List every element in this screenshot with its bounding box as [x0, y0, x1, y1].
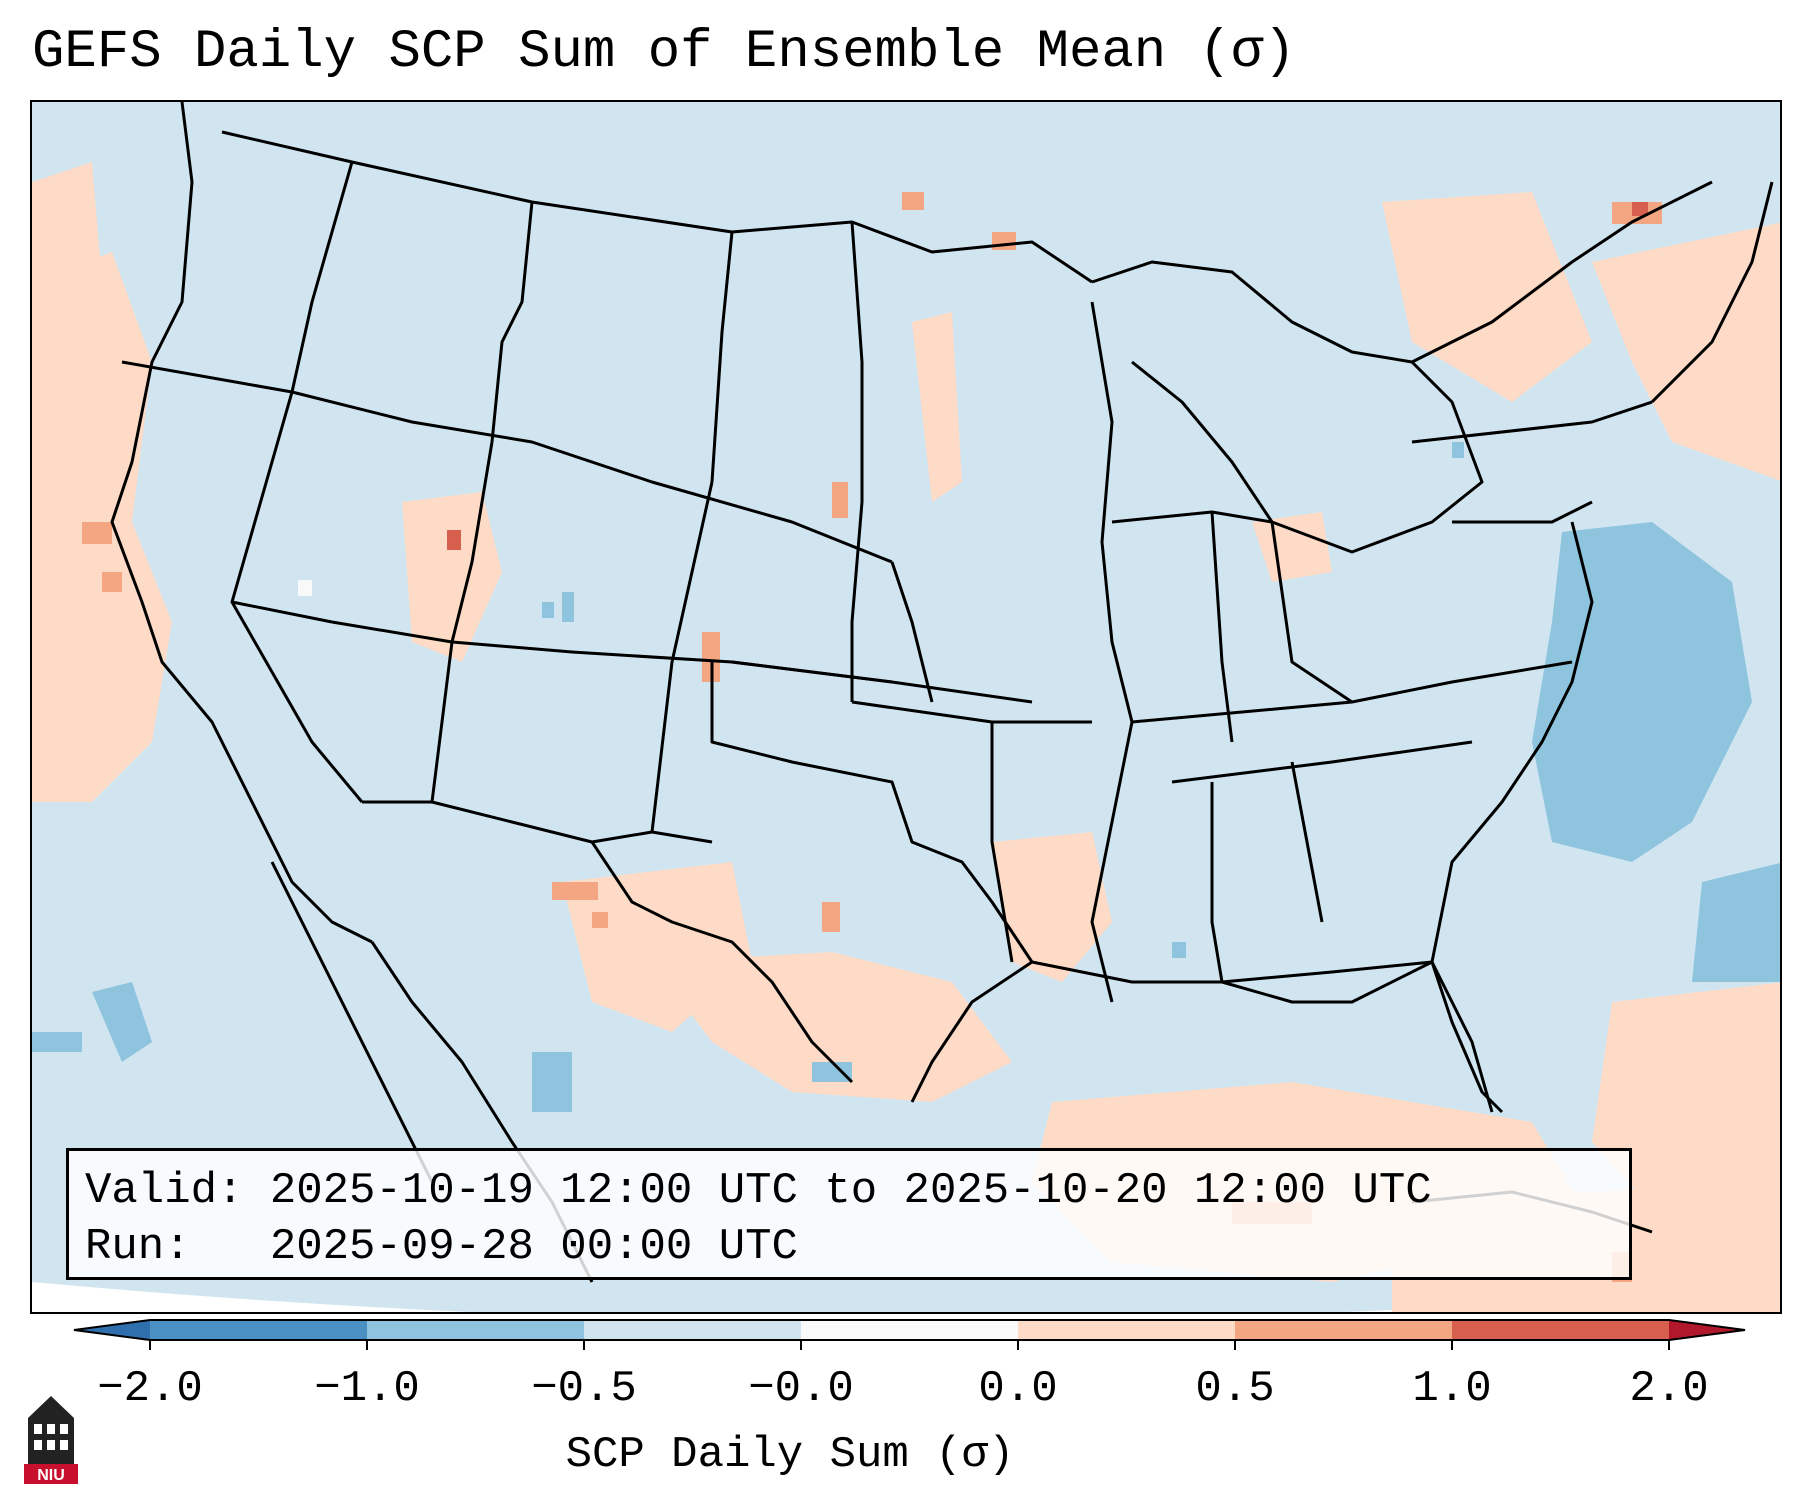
colorbar-bin-5	[1018, 1320, 1235, 1340]
texas-positive-area	[652, 952, 1012, 1102]
midwest-grid-2	[1210, 511, 1234, 743]
central-line-3	[650, 481, 714, 833]
map-panel	[30, 100, 1782, 1314]
university-tower-icon: NIU	[24, 1396, 78, 1484]
central-line-2	[430, 441, 494, 803]
anomaly-cell	[702, 632, 720, 682]
negative-areas	[32, 442, 1780, 1112]
pacific-negative-area	[92, 982, 152, 1062]
texas-border	[710, 662, 1034, 963]
anomaly-cell	[1452, 442, 1464, 458]
colorbar-tick-label: −1.0	[314, 1364, 420, 1414]
plains-grid-4	[990, 722, 1014, 963]
plains-positive-strip	[912, 312, 962, 502]
anomaly-cell	[562, 592, 574, 622]
plains-grid-1	[890, 561, 934, 703]
pacific-positive-strip	[32, 162, 102, 332]
colorbar-extend-high	[1669, 1320, 1745, 1340]
west-coastline	[110, 102, 373, 944]
gulf-coast	[1031, 960, 1433, 1004]
neutral-cell	[298, 580, 312, 596]
scp-map	[32, 102, 1780, 1312]
anomaly-cell	[1172, 942, 1186, 958]
northeast-grid-2	[1452, 500, 1593, 524]
northeast-grid-1	[1411, 400, 1653, 444]
anomaly-cell	[902, 192, 924, 210]
anomaly-cell	[1632, 202, 1648, 216]
northern-tier-line-4	[710, 231, 734, 483]
run-time: 2025-09-28 00:00 UTC	[269, 1222, 798, 1272]
anomaly-cell	[82, 522, 112, 544]
texas-coast	[910, 960, 1033, 1103]
mississippi-river	[1090, 301, 1134, 1003]
central-line-4	[850, 501, 864, 702]
central-line-6	[230, 601, 364, 803]
state-borders	[110, 102, 1774, 1283]
atlantic-positive-area	[1592, 982, 1780, 1232]
colorbar-bin-1	[150, 1320, 367, 1340]
southeast-grid-1	[1171, 740, 1473, 784]
colorbar-extend-low	[74, 1320, 150, 1340]
colorbar-bin-7	[1452, 1320, 1669, 1340]
run-label: Run:	[85, 1222, 191, 1272]
colorbar-tick-label: 2.0	[1629, 1364, 1709, 1414]
atlantic-negative-area-south	[1692, 862, 1780, 982]
colorbar-bin-3	[584, 1320, 801, 1340]
colorbar-bin-2	[367, 1320, 584, 1340]
plains-grid-2	[731, 660, 893, 684]
anomaly-cell	[447, 530, 461, 550]
southeast-grid-2	[1210, 782, 1224, 983]
midwest-grid-4	[1131, 660, 1573, 724]
colorbar-tick-label: 0.0	[978, 1364, 1058, 1414]
colorbar	[73, 1319, 1746, 1350]
valid-label: Valid:	[85, 1166, 244, 1216]
logo-text: NIU	[37, 1467, 65, 1484]
colorbar-label: SCP Daily Sum (σ)	[565, 1430, 1015, 1480]
midwest-grid-3	[1270, 521, 1353, 704]
valid-run-info-box: Valid: 2025-10-19 12:00 UTC to 2025-10-2…	[66, 1148, 1632, 1280]
northern-tier-line-3	[490, 201, 534, 443]
southeast-grid-4	[1221, 960, 1433, 984]
colorbar-tick-label: 0.5	[1195, 1364, 1275, 1414]
colorbar-tick-label: −2.0	[97, 1364, 203, 1414]
logo-banner	[24, 1464, 78, 1484]
great-lakes-outline	[1091, 260, 1484, 554]
canada-border	[221, 130, 1093, 284]
northeast-positive-area	[1592, 222, 1780, 481]
st-lawrence	[1411, 180, 1713, 364]
northern-tier-line-2	[290, 161, 354, 393]
positive-strong-cells	[447, 202, 1648, 550]
colorbar-bin-6	[1235, 1320, 1452, 1340]
anomaly-cell	[542, 602, 554, 618]
logo-tower-roof	[28, 1396, 74, 1418]
logo-tower-windows	[34, 1424, 68, 1450]
anomaly-cell	[592, 912, 608, 928]
mexico-border	[590, 841, 854, 1084]
east-coastline	[1430, 521, 1594, 1113]
anomaly-cell	[822, 902, 840, 932]
atlantic-negative-area	[1532, 522, 1752, 862]
colorbar-tick-label: −0.5	[531, 1364, 637, 1414]
anomaly-cell	[552, 882, 598, 900]
colorbar-ticks	[149, 1340, 1670, 1350]
gulf-negative-area	[812, 1062, 852, 1082]
anomaly-cell	[102, 572, 122, 592]
colorbar-tick-label: −0.0	[748, 1364, 854, 1414]
valid-time-range: 2025-10-19 12:00 UTC to 2025-10-20 12:00…	[269, 1166, 1432, 1216]
central-line-1	[331, 620, 1033, 704]
florida	[1430, 961, 1504, 1114]
pacific-negative-strip	[32, 1032, 82, 1052]
colorbar-tick-label: 1.0	[1412, 1364, 1492, 1414]
southeast-grid-3	[1290, 761, 1324, 923]
anomaly-cell	[832, 482, 848, 518]
chart-title: GEFS Daily SCP Sum of Ensemble Mean (σ)	[32, 22, 1296, 83]
northeast-coast	[1650, 181, 1774, 404]
mexico-negative-area	[532, 1052, 572, 1112]
northern-tier-line-5	[850, 221, 864, 502]
colorbar-bin-4	[801, 1320, 1018, 1340]
baja-coast	[270, 861, 434, 1183]
southwest-border	[362, 800, 713, 844]
anomaly-cell	[992, 232, 1016, 250]
